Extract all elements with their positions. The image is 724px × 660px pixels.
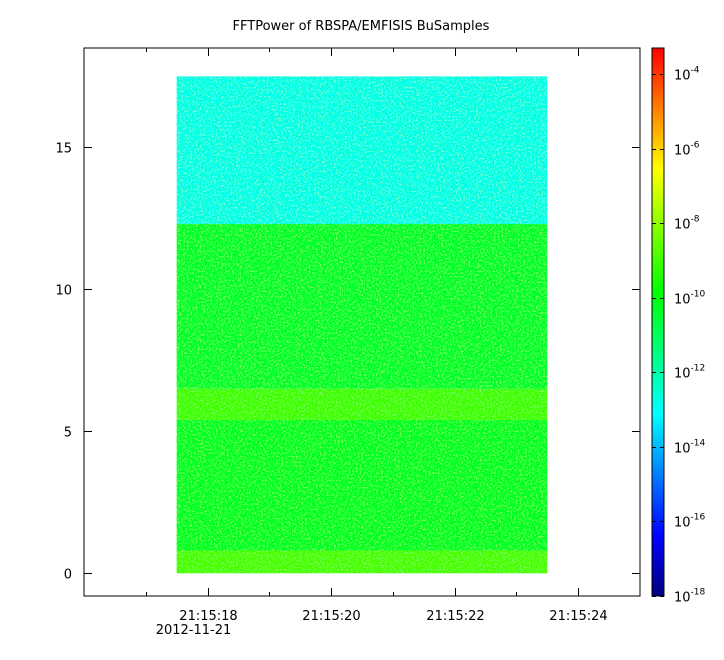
x-tick-label: 21:15:20 (302, 609, 360, 624)
heatmap-band-2 (176, 388, 548, 420)
y-tick-label: 15 (55, 142, 72, 157)
x-tick-date-label: 2012-11-21 (156, 623, 232, 638)
colorbar-tick-label: 10-12 (674, 364, 705, 382)
heatmap-band-3 (176, 224, 548, 389)
heatmap-band-4 (176, 76, 548, 225)
colorbar-tick-label: 10-14 (674, 439, 706, 457)
x-tick-label: 21:15:18 (179, 609, 237, 624)
colorbar-tick-label: 10-4 (674, 66, 700, 84)
colorbar-tick-label: 10-18 (674, 588, 706, 606)
colorbar-gradient (651, 47, 665, 597)
heatmap-bands (176, 76, 548, 574)
x-tick-label: 21:15:22 (426, 609, 484, 624)
y-tick-label: 5 (64, 426, 72, 441)
colorbar-tick-label: 10-10 (674, 290, 706, 308)
colorbar-tick-label: 10-6 (674, 141, 700, 159)
plot-area (176, 76, 548, 574)
colorbar-tick-label: 10-16 (674, 513, 706, 531)
x-tick-label: 21:15:24 (549, 609, 607, 624)
chart-title: FFTPower of RBSPA/EMFISIS BuSamples (233, 19, 490, 34)
heatmap-band-0 (176, 550, 548, 574)
colorbar: 10-18 10-16 10-14 10-12 10-10 10-8 10-6 10-4 (651, 47, 706, 606)
y-tick-label: 10 (55, 284, 72, 299)
colorbar-tick-label: 10-8 (674, 215, 700, 233)
heatmap-band-1 (176, 419, 548, 551)
plot-frame (83, 47, 641, 597)
y-tick-label: 0 (64, 568, 72, 583)
